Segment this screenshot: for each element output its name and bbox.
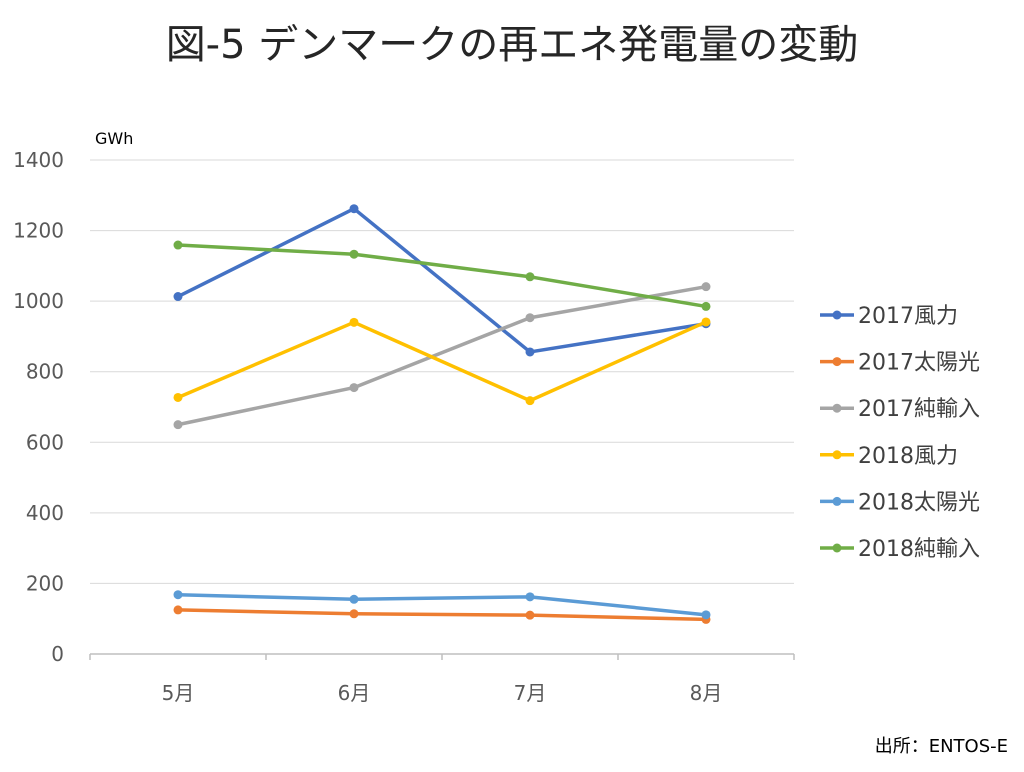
data-point	[349, 594, 359, 604]
legend-item: 2017純輸入	[820, 397, 980, 422]
legend-swatch-marker	[832, 403, 842, 413]
legend-label: 2018純輸入	[858, 537, 980, 562]
legend-swatch-marker	[832, 357, 842, 367]
legend-swatch-marker	[832, 450, 842, 460]
data-point	[349, 204, 359, 214]
series-line	[176, 592, 708, 617]
data-point	[525, 396, 535, 406]
data-point	[701, 610, 711, 620]
series-1	[173, 204, 711, 357]
x-tick-label: 6月	[338, 681, 371, 705]
y-axis-label: GWh	[95, 129, 133, 148]
data-point	[525, 313, 535, 323]
source-note: 出所：ENTOS-E	[874, 736, 1008, 757]
legend-label: 2017太陽光	[858, 351, 980, 376]
data-point	[173, 420, 183, 430]
y-tick-label: 1200	[13, 219, 64, 243]
y-tick-label: 200	[26, 571, 64, 595]
y-tick-label: 1400	[13, 148, 64, 172]
data-point	[525, 272, 535, 282]
y-tick-label: 0	[51, 642, 64, 666]
y-tick-label: 400	[26, 501, 64, 525]
series-line	[176, 284, 708, 427]
data-point	[701, 317, 711, 327]
legend-item: 2018純輸入	[820, 537, 980, 562]
legend-swatch-marker	[832, 543, 842, 553]
legend-item: 2017風力	[820, 304, 958, 329]
y-tick-label: 600	[26, 430, 64, 454]
legend-item: 2018風力	[820, 444, 958, 469]
data-point	[349, 609, 359, 619]
series-3	[173, 282, 711, 430]
legend-item: 2017太陽光	[820, 351, 980, 376]
data-point	[701, 282, 711, 292]
data-point	[349, 249, 359, 259]
y-tick-label: 1000	[13, 289, 64, 313]
legend-label: 2017風力	[858, 304, 958, 329]
y-tick-label: 800	[26, 360, 64, 384]
data-point	[525, 592, 535, 602]
data-point	[525, 610, 535, 620]
data-point	[173, 240, 183, 250]
series-lines	[173, 204, 711, 624]
legend-label: 2018風力	[858, 444, 958, 469]
axes: 0 200 400 600 800 1000 1200 1400 5月 6月 7月 8月	[13, 148, 795, 705]
series-line	[176, 206, 708, 354]
data-point	[173, 605, 183, 615]
data-point	[173, 590, 183, 600]
gridlines	[90, 159, 794, 584]
legend-label: 2017純輸入	[858, 397, 980, 422]
series-5	[173, 590, 711, 620]
legend-item: 2018太陽光	[820, 490, 980, 515]
data-point	[349, 383, 359, 393]
legend: 2017風力 2017太陽光 2017純輸入 2018風力 2018太陽光 2018純輸入	[820, 304, 980, 562]
x-tick-label: 8月	[690, 681, 723, 705]
series-6	[173, 240, 711, 311]
series-line	[176, 608, 708, 622]
x-tick-label: 7月	[514, 681, 547, 705]
series-line	[176, 243, 708, 309]
data-point	[173, 292, 183, 302]
series-2	[173, 605, 711, 624]
data-point	[701, 301, 711, 311]
legend-label: 2018太陽光	[858, 490, 980, 515]
legend-swatch-marker	[832, 496, 842, 506]
chart-title: 図-5 デンマークの再エネ発電量の変動	[165, 22, 859, 68]
data-point	[349, 317, 359, 327]
legend-swatch-marker	[832, 310, 842, 320]
series-line	[176, 320, 708, 403]
data-point	[173, 392, 183, 402]
x-tick-label: 5月	[162, 681, 195, 705]
data-point	[525, 347, 535, 357]
series-4	[173, 317, 711, 406]
